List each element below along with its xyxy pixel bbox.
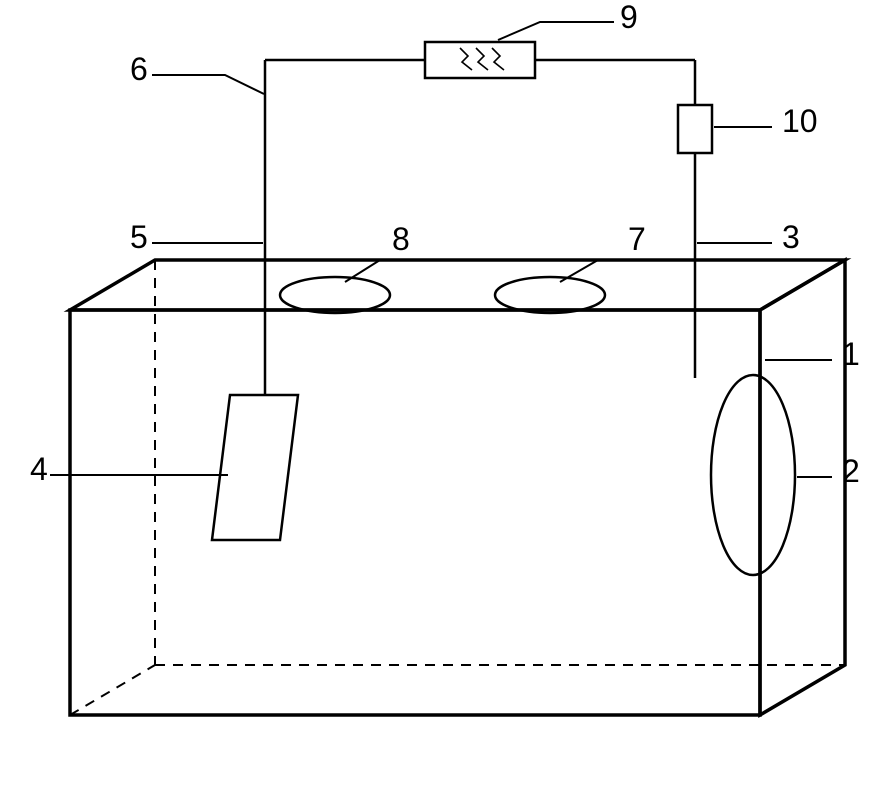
- label-5: 5: [130, 219, 148, 255]
- box-right-face: [760, 260, 845, 715]
- box-hidden-edges: [70, 260, 845, 715]
- label-1: 1: [842, 336, 860, 372]
- label-8: 8: [392, 221, 410, 257]
- box-top-face: [70, 260, 845, 310]
- side-window: [711, 375, 795, 575]
- diagram-canvas: 1 2 3 4 5 6 7 8 9 10: [0, 0, 878, 794]
- component-box-10: [678, 105, 712, 153]
- leader-l9: [498, 22, 614, 40]
- leader-lines: [50, 22, 832, 477]
- label-6: 6: [130, 51, 148, 87]
- label-9: 9: [620, 0, 638, 35]
- leader-l6: [152, 75, 264, 94]
- left-electrode-plate: [212, 395, 298, 540]
- label-3: 3: [782, 219, 800, 255]
- label-4: 4: [30, 451, 48, 487]
- box-front-face: [70, 310, 760, 715]
- label-7: 7: [628, 221, 646, 257]
- label-2: 2: [842, 453, 860, 489]
- top-opening-left: [280, 277, 390, 313]
- container-box: [70, 260, 845, 715]
- label-10: 10: [782, 103, 818, 139]
- top-opening-right: [495, 277, 605, 313]
